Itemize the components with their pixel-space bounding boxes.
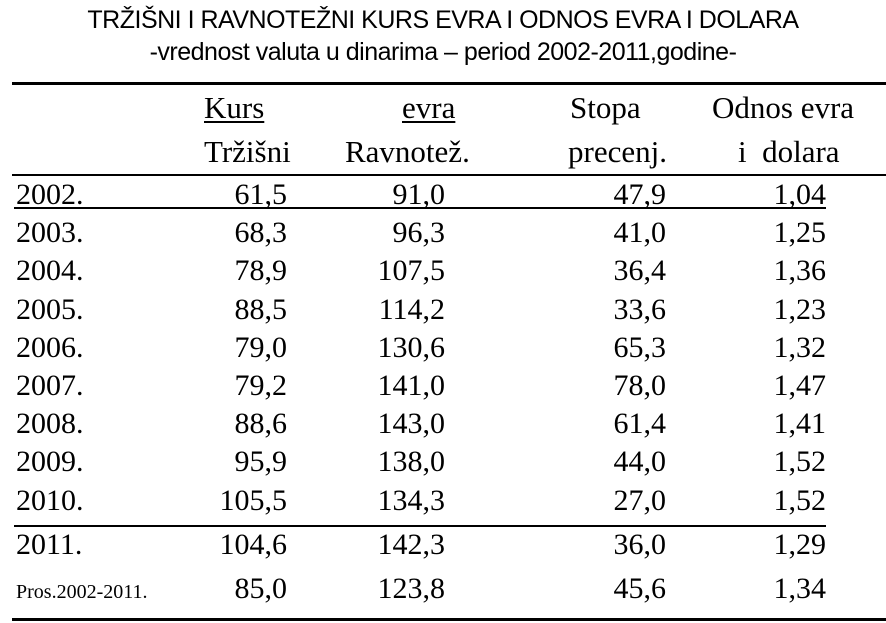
cell: 1,47: [773, 369, 827, 402]
cell: 114,2: [378, 292, 445, 326]
row-label: 2003.: [16, 216, 84, 250]
row-label: 2005.: [16, 292, 84, 326]
cell: 104,6: [219, 527, 288, 561]
column-header: Kurs: [204, 90, 265, 125]
cell: 78,0: [613, 369, 667, 402]
column-header: evra: [402, 90, 456, 125]
cell: 1,36: [773, 254, 827, 288]
cell: 95,9: [234, 445, 288, 479]
cell: 1,41: [773, 407, 827, 441]
cell: 1,34: [773, 572, 827, 605]
cell: 143,0: [377, 407, 446, 441]
header-rule: [12, 174, 886, 176]
cell: 1,23: [773, 292, 827, 326]
row-label: 2009.: [16, 445, 84, 479]
cell: 142,3: [377, 527, 446, 561]
cell: 1,52: [773, 483, 827, 517]
cell: 107,5: [377, 254, 446, 288]
cell: 85,0: [234, 572, 288, 605]
cell: 1,32: [773, 330, 827, 364]
cell: 65,3: [613, 330, 667, 364]
cell: 45,6: [613, 572, 667, 605]
cell: 88,5: [234, 292, 288, 326]
cell: 61,5: [234, 178, 288, 211]
cell: 78,9: [234, 254, 288, 288]
top-rule: [12, 82, 886, 85]
cell: 123,8: [377, 572, 446, 605]
subtitle: -vrednost valuta u dinarima – period 200…: [149, 38, 737, 66]
cell: 44,0: [613, 445, 667, 479]
column-header: Odnos evra: [712, 90, 855, 125]
cell: 68,3: [234, 216, 288, 250]
cell: 96,3: [392, 216, 446, 250]
cell: 130,6: [377, 330, 446, 364]
column-header: Tržišni: [204, 134, 291, 169]
cell: 79,0: [234, 330, 288, 364]
row-underline: [14, 207, 826, 209]
cell: 91,0: [392, 178, 446, 211]
row-label: Pros.2002-2011.: [16, 581, 148, 603]
cell: 79,2: [234, 369, 288, 402]
cell: 1,29: [773, 527, 827, 561]
column-header: i dolara: [738, 134, 840, 169]
row-label: 2011.: [16, 527, 83, 561]
row-label: 2006.: [16, 330, 84, 364]
cell: 36,4: [613, 254, 667, 288]
cell: 1,04: [773, 178, 827, 211]
cell: 33,6: [613, 292, 667, 326]
cell: 1,52: [773, 445, 827, 479]
cell: 134,3: [377, 483, 446, 517]
title: TRŽIŠNI I RAVNOTEŽNI KURS EVRA I ODNOS E…: [87, 6, 799, 34]
cell: 27,0: [613, 483, 667, 517]
cell: 105,5: [219, 483, 288, 517]
cell: 61,4: [613, 407, 667, 441]
cell: 88,6: [234, 407, 288, 441]
row-label: 2002.: [16, 178, 84, 211]
cell: 1,25: [773, 216, 827, 250]
column-header: Ravnotež.: [345, 134, 470, 169]
row-label: 2007.: [16, 369, 84, 402]
cell: 41,0: [613, 216, 667, 250]
cell: 47,9: [613, 178, 667, 211]
cell: 138,0: [377, 445, 446, 479]
bottom-rule: [12, 618, 886, 621]
row-label: 2004.: [16, 254, 84, 288]
column-header: precenj.: [568, 134, 667, 169]
row-label: 2010.: [16, 483, 84, 517]
row-underline: [14, 525, 826, 527]
cell: 36,0: [613, 527, 667, 561]
column-header: Stopa: [570, 90, 641, 125]
row-label: 2008.: [16, 407, 84, 441]
cell: 141,0: [377, 369, 446, 402]
